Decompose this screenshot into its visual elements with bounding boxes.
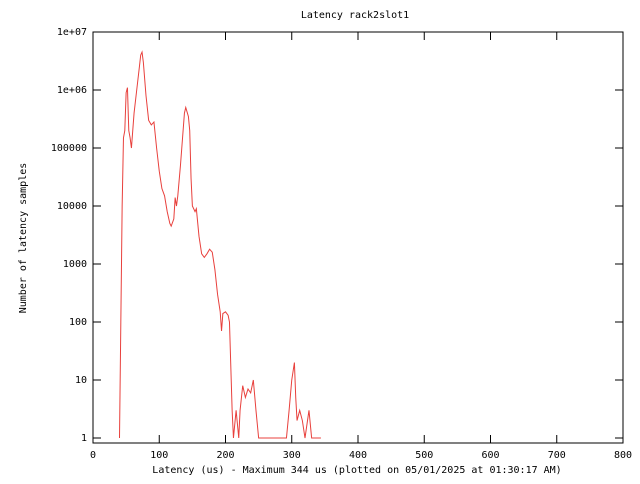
latency-line bbox=[119, 50, 321, 439]
x-tick-label: 500 bbox=[415, 450, 433, 461]
x-tick-label: 700 bbox=[548, 450, 566, 461]
y-tick-label: 1e+06 bbox=[57, 85, 87, 96]
x-tick-label: 800 bbox=[614, 450, 632, 461]
x-tick-label: 100 bbox=[150, 450, 168, 461]
y-tick-label: 10 bbox=[75, 375, 87, 386]
x-tick-label: 200 bbox=[216, 450, 234, 461]
y-tick-label: 1 bbox=[81, 433, 87, 444]
y-axis-label: Number of latency samples bbox=[18, 163, 29, 314]
y-tick-label: 100 bbox=[69, 317, 87, 328]
y-tick-label: 1000 bbox=[63, 259, 87, 270]
y-tick-label: 1e+07 bbox=[57, 27, 87, 38]
chart-title: Latency rack2slot1 bbox=[301, 10, 409, 21]
x-tick-label: 400 bbox=[349, 450, 367, 461]
y-tick-label: 100000 bbox=[51, 143, 87, 154]
x-tick-label: 0 bbox=[90, 450, 96, 461]
y-tick-label: 10000 bbox=[57, 201, 87, 212]
x-tick-label: 300 bbox=[283, 450, 301, 461]
x-tick-label: 600 bbox=[481, 450, 499, 461]
x-axis-label: Latency (us) - Maximum 344 us (plotted o… bbox=[152, 465, 561, 476]
plot-frame bbox=[92, 31, 624, 444]
